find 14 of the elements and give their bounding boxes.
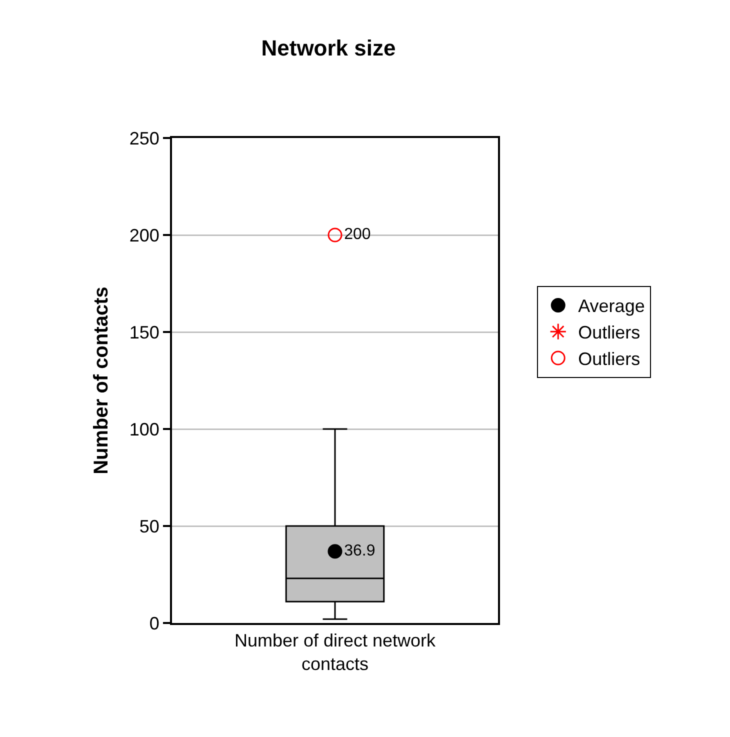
legend-label: Outliers bbox=[578, 322, 640, 343]
y-tick-label: 100 bbox=[129, 419, 160, 440]
chart-title: Network size bbox=[261, 36, 396, 61]
data-label: 36.9 bbox=[344, 542, 376, 560]
y-tick-label: 250 bbox=[129, 128, 160, 148]
x-tick-label: Number of direct network contacts bbox=[234, 630, 437, 674]
legend-label: Outliers bbox=[578, 349, 640, 370]
y-axis-title: Number of contacts bbox=[90, 286, 112, 474]
y-tick-label: 150 bbox=[129, 322, 160, 342]
y-tick-label: 200 bbox=[129, 225, 160, 246]
y-tick-label: 50 bbox=[139, 516, 160, 536]
data-label: 200 bbox=[344, 226, 371, 243]
y-tick-label: 0 bbox=[149, 613, 160, 634]
legend-label: Average bbox=[578, 296, 645, 316]
